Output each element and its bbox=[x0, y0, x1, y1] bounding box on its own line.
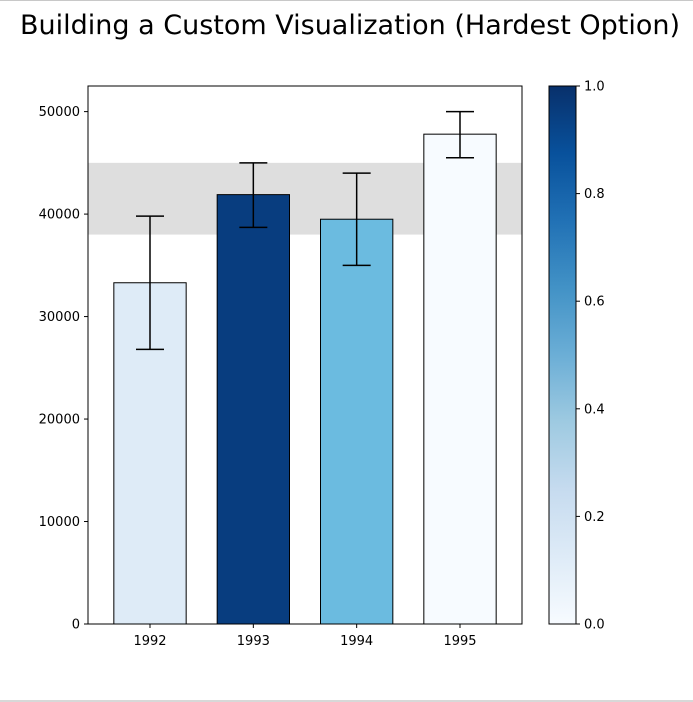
x-tick-label: 1992 bbox=[133, 634, 166, 649]
y-tick-label: 40000 bbox=[39, 208, 80, 223]
colorbar-tick-label: 0.0 bbox=[584, 618, 605, 633]
colorbar-tick-label: 0.8 bbox=[584, 187, 605, 202]
x-tick-label: 1994 bbox=[340, 634, 373, 649]
colorbar bbox=[548, 85, 577, 625]
chart-title: Building a Custom Visualization (Hardest… bbox=[19, 10, 681, 41]
y-tick-label: 30000 bbox=[39, 310, 80, 325]
colorbar-tick-label: 0.4 bbox=[584, 402, 605, 417]
bar-1995 bbox=[423, 133, 497, 625]
x-tick-label: 1995 bbox=[443, 634, 476, 649]
x-tick-label: 1993 bbox=[237, 634, 270, 649]
y-tick-label: 20000 bbox=[39, 413, 80, 428]
y-tick-label: 50000 bbox=[39, 105, 80, 120]
plot-frame bbox=[87, 85, 523, 625]
y-tick-label: 0 bbox=[72, 618, 80, 633]
bottom-border bbox=[0, 700, 693, 702]
top-border bbox=[0, 0, 693, 1]
bar-1994 bbox=[320, 218, 394, 625]
colorbar-tick-label: 0.6 bbox=[584, 295, 605, 310]
colorbar-tick-label: 1.0 bbox=[584, 80, 605, 95]
bar-1993 bbox=[216, 194, 291, 625]
colorbar-tick-label: 0.2 bbox=[584, 510, 605, 525]
y-tick-label: 10000 bbox=[39, 515, 80, 530]
